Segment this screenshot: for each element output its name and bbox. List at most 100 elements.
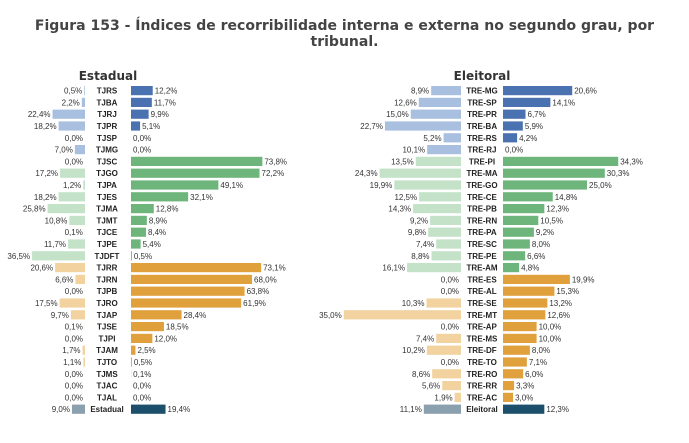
- label-interna-tjce: 0,1%: [65, 228, 83, 237]
- bar-interna-tre-mg: [431, 86, 461, 96]
- bar-interna-tjap: [70, 310, 85, 320]
- label-externa-tjce: 8,4%: [148, 228, 166, 237]
- bar-externa-tjpb: [131, 286, 245, 296]
- label-interna-tre-ma: 24,3%: [355, 169, 378, 178]
- label-interna-tre-se: 10,3%: [402, 299, 425, 308]
- panel-eleitoral: Eleitoral 8,9% TRE-MG 20,6% 12,6% TRE-SP 14,1%…: [319, 69, 643, 414]
- category-tjgo: TJGO: [96, 169, 118, 178]
- bar-externa-tre-pe: [503, 251, 526, 261]
- bar-interna-tjto: [83, 357, 85, 367]
- bar-externa-tre-ro: [503, 369, 524, 379]
- label-interna-tre-rj: 10,1%: [402, 146, 425, 155]
- bar-externa-tjma: [131, 204, 154, 214]
- bar-interna-tjpa: [83, 180, 85, 190]
- bar-interna-tre-rn: [430, 215, 461, 225]
- label-interna-tre-rs: 5,2%: [423, 134, 441, 143]
- label-interna-tre-ms: 7,4%: [416, 334, 434, 343]
- label-externa-tre-rs: 4,2%: [519, 134, 537, 143]
- label-externa-tjdft: 0,5%: [134, 252, 152, 261]
- label-externa-tjma: 12,8%: [156, 205, 179, 214]
- label-externa-tre-es: 19,9%: [572, 275, 595, 284]
- label-interna-tre-sc: 7,4%: [416, 240, 434, 249]
- category-tre-am: TRE-AM: [466, 264, 497, 273]
- category-tjrr: TJRR: [97, 264, 118, 273]
- label-interna-tre-es: 0,0%: [441, 275, 459, 284]
- label-interna-tjrj: 22,4%: [28, 110, 51, 119]
- bar-interna-tre-se: [426, 298, 461, 308]
- bar-interna-tre-mt: [343, 310, 461, 320]
- bar-interna-tjrn: [75, 274, 85, 284]
- bar-interna-tre-df: [426, 345, 461, 355]
- bar-externa-tre-ce: [503, 192, 553, 202]
- bar-externa-tre-pr: [503, 109, 526, 119]
- label-interna-tjrr: 20,6%: [30, 264, 53, 273]
- label-interna-tjse: 0,1%: [65, 323, 83, 332]
- bar-interna-tjpe: [68, 239, 85, 249]
- category-tjpi: TJPI: [99, 334, 116, 343]
- label-externa-tre-ce: 14,8%: [555, 193, 578, 202]
- bar-interna-tre-ms: [436, 333, 461, 343]
- label-interna-tjac: 0,0%: [65, 382, 83, 391]
- category-tjpb: TJPB: [97, 287, 118, 296]
- label-externa-tjgo: 72,2%: [262, 169, 285, 178]
- bar-externa-tre-rn: [503, 215, 539, 225]
- bar-externa-tjpe: [131, 239, 141, 249]
- bar-externa-tjpi: [131, 333, 153, 343]
- bar-externa-tjam: [131, 345, 136, 355]
- bar-externa-tre-df: [503, 345, 530, 355]
- label-interna-tre-mt: 35,0%: [319, 311, 342, 320]
- label-externa-tjpi: 12,0%: [154, 334, 177, 343]
- label-interna-tre-ac: 1,9%: [434, 393, 452, 402]
- label-interna-tjpi: 0,0%: [65, 334, 83, 343]
- label-interna-tjpb: 0,0%: [65, 287, 83, 296]
- bar-externa-tjrr: [131, 263, 262, 273]
- bar-interna-tjrs: [84, 86, 85, 96]
- bar-interna-tre-pe: [431, 251, 461, 261]
- bar-interna-tre-ma: [379, 168, 461, 178]
- category-tre-pa: TRE-PA: [467, 228, 496, 237]
- label-interna-tre-ap: 0,0%: [441, 323, 459, 332]
- label-interna-tre-to: 0,0%: [441, 358, 459, 367]
- category-tre-es: TRE-ES: [467, 275, 497, 284]
- label-interna-tjrs: 0,5%: [64, 87, 82, 96]
- category-tre-go: TRE-GO: [466, 181, 497, 190]
- label-externa-tjpa: 49,1%: [220, 181, 243, 190]
- label-externa-tre-sp: 14,1%: [552, 98, 575, 107]
- category-tjto: TJTO: [97, 358, 117, 367]
- category-tjma: TJMA: [96, 205, 118, 214]
- category-tjba: TJBA: [97, 98, 118, 107]
- bar-externa-tjba: [131, 97, 152, 107]
- category-tjam: TJAM: [96, 346, 118, 355]
- label-interna-tre-go: 19,9%: [370, 181, 393, 190]
- category-tre-ap: TRE-AP: [467, 323, 497, 332]
- category-tjrn: TJRN: [97, 275, 118, 284]
- bar-interna-tre-rs: [443, 133, 461, 143]
- bar-externa-tre-go: [503, 180, 587, 190]
- category-tre-mt: TRE-MT: [467, 311, 497, 320]
- bar-interna-tre-pb: [413, 204, 461, 214]
- bar-interna-tre-am: [407, 263, 461, 273]
- bar-interna-tre-pi: [415, 156, 461, 166]
- bar-interna-tre-sp: [418, 97, 461, 107]
- bar-externa-tre-am: [503, 263, 520, 273]
- label-externa-tjal: 0,0%: [133, 393, 151, 402]
- bar-externa-tre-ac: [503, 392, 514, 402]
- bar-externa-tjmt: [131, 215, 147, 225]
- bar-externa-tjrs: [131, 86, 153, 96]
- bar-externa-tre-sc: [503, 239, 530, 249]
- bar-interna-tre-ro: [432, 369, 461, 379]
- category-tjal: TJAL: [97, 393, 117, 402]
- label-interna-tjal: 0,0%: [65, 393, 83, 402]
- label-interna-tjto: 1,1%: [63, 358, 81, 367]
- label-interna-tre-pr: 15,0%: [386, 110, 409, 119]
- label-externa-tre-pi: 34,3%: [620, 157, 643, 166]
- bar-externa-tjro: [131, 298, 242, 308]
- category-tre-df: TRE-DF: [467, 346, 496, 355]
- panel-title-eleitoral: Eleitoral: [454, 69, 511, 83]
- label-externa-tjms: 0,1%: [133, 370, 151, 379]
- bar-interna-tjro: [59, 298, 85, 308]
- bar-externa-tjce: [131, 227, 146, 237]
- label-interna-tre-df: 10,2%: [402, 346, 425, 355]
- category-tjpa: TJPA: [97, 181, 117, 190]
- bar-externa-tjpa: [131, 180, 219, 190]
